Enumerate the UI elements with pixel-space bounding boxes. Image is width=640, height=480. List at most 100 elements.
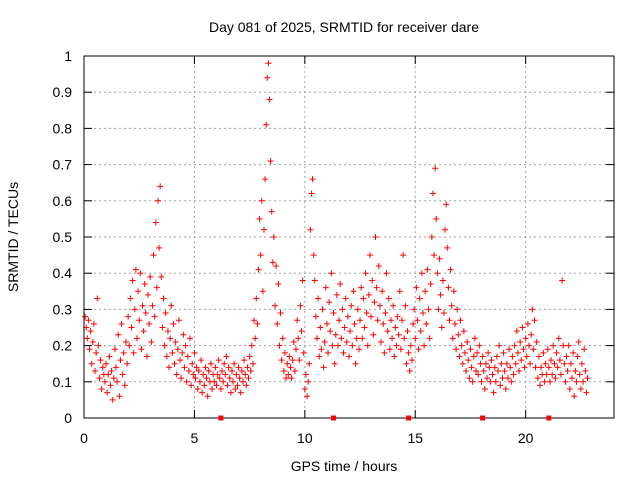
data-point [552, 375, 559, 382]
data-point [583, 389, 590, 396]
data-point [232, 386, 239, 393]
data-point [368, 313, 375, 320]
data-point [576, 371, 583, 378]
data-point [563, 353, 570, 360]
data-point [512, 360, 519, 367]
data-point [252, 335, 259, 342]
data-point [307, 226, 314, 233]
data-point [146, 320, 153, 327]
data-point [438, 324, 445, 331]
data-point [269, 259, 276, 266]
data-point [105, 371, 112, 378]
data-point [357, 317, 364, 324]
data-point [317, 324, 324, 331]
data-point [508, 378, 515, 385]
data-point [566, 386, 573, 393]
data-point [584, 375, 591, 382]
data-point [315, 295, 322, 302]
data-point [543, 371, 550, 378]
data-point [448, 302, 455, 309]
data-point [488, 357, 495, 364]
data-point [177, 357, 184, 364]
data-point [544, 346, 551, 353]
data-point [434, 270, 441, 277]
data-point [395, 331, 402, 338]
data-point [461, 349, 468, 356]
data-point [549, 371, 556, 378]
data-point [89, 338, 96, 345]
data-point [220, 378, 227, 385]
data-point [501, 367, 508, 374]
data-point [175, 317, 182, 324]
data-point [502, 386, 509, 393]
data-point [393, 342, 400, 349]
data-point [140, 328, 147, 335]
data-point [341, 324, 348, 331]
data-point [311, 277, 318, 284]
data-point [302, 371, 309, 378]
data-point [192, 375, 199, 382]
data-point [538, 364, 545, 371]
data-point [532, 364, 539, 371]
data-point [93, 349, 100, 356]
data-point [423, 320, 430, 327]
data-point [558, 371, 564, 378]
data-point [537, 382, 544, 389]
data-point [181, 364, 188, 371]
data-point [219, 367, 226, 374]
data-point [313, 335, 320, 342]
data-point [263, 121, 270, 128]
data-point [525, 342, 532, 349]
data-point [226, 375, 233, 382]
x-axis-label: GPS time / hours [291, 458, 398, 474]
data-point [135, 288, 142, 295]
data-point [581, 346, 588, 353]
data-point [312, 313, 319, 320]
data-point [319, 306, 326, 313]
data-point [381, 349, 388, 356]
data-point [246, 353, 253, 360]
data-point [118, 320, 125, 327]
data-point [200, 371, 207, 378]
data-point [167, 335, 174, 342]
data-point [259, 288, 266, 295]
data-point [205, 367, 212, 374]
data-point [407, 342, 414, 349]
data-point [288, 375, 295, 382]
data-point [304, 393, 311, 400]
data-point [370, 331, 377, 338]
x-tick-label: 10 [297, 430, 313, 446]
data-point [254, 320, 261, 327]
data-point [337, 281, 344, 288]
data-point [222, 371, 229, 378]
data-point [310, 252, 317, 259]
data-point [120, 349, 127, 356]
data-point [134, 335, 140, 342]
data-point [113, 364, 120, 371]
data-point [145, 291, 152, 298]
data-point [577, 386, 584, 393]
data-point [378, 338, 385, 345]
data-point [204, 393, 211, 400]
data-point [334, 342, 341, 349]
data-point [116, 393, 123, 400]
data-point [571, 393, 578, 400]
data-point [469, 378, 476, 385]
data-point [223, 353, 230, 360]
data-point [350, 288, 357, 295]
data-point [386, 346, 393, 353]
data-point [111, 346, 118, 353]
data-point [291, 367, 298, 374]
data-point [255, 266, 262, 273]
data-point [258, 197, 265, 204]
data-point [309, 176, 316, 183]
data-point [162, 310, 169, 317]
data-point [431, 252, 438, 259]
data-point [235, 364, 242, 371]
data-point [414, 317, 421, 324]
data-point [524, 320, 531, 327]
data-point [119, 371, 126, 378]
data-point [256, 215, 263, 222]
data-point [496, 342, 503, 349]
x-axis-markers [218, 415, 552, 421]
